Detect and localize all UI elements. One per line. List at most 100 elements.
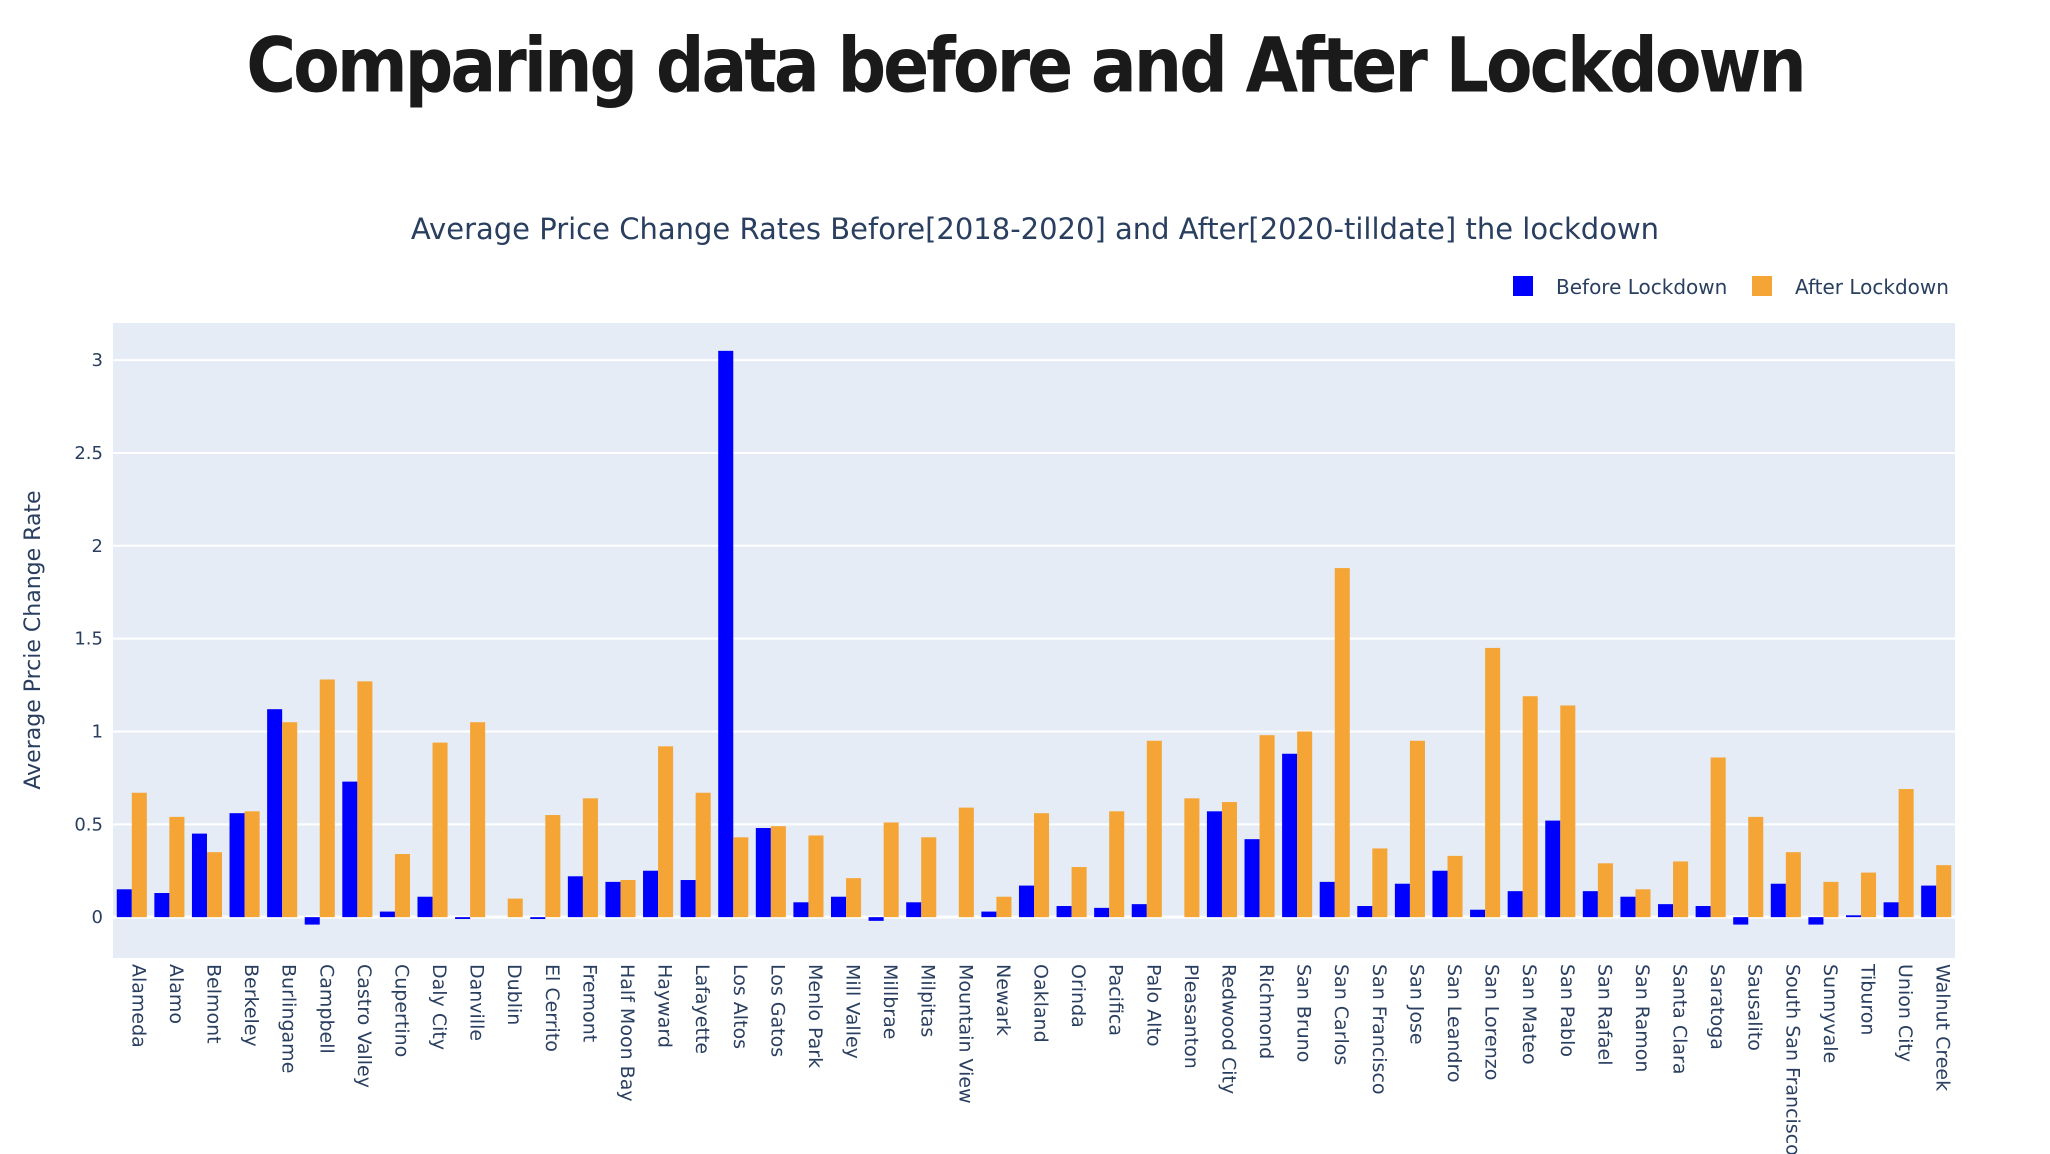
bar-after-lockdown [357,681,373,918]
x-tick-label: Walnut Creek [1932,964,1954,1091]
bar-before-lockdown [191,833,207,918]
legend-swatch [1513,276,1533,296]
bar-after-lockdown [846,878,862,918]
bar-before-lockdown [1319,881,1335,918]
x-tick-label: Orinda [1067,964,1089,1028]
bar-after-lockdown [1823,881,1839,918]
bar-after-lockdown [206,852,223,918]
bar-after-lockdown [1409,740,1425,918]
bar-after-lockdown [1184,798,1200,918]
x-tick-label: San Francisco [1368,964,1390,1095]
x-tick-label: Tiburon [1857,963,1879,1035]
bar-after-lockdown [1071,867,1087,918]
bar-before-lockdown [1582,891,1598,918]
bar-after-lockdown [319,679,335,918]
bar-before-lockdown [455,917,471,920]
bar-before-lockdown [1244,839,1260,918]
x-tick-label: Palo Alto [1142,964,1164,1047]
bar-before-lockdown [868,917,884,921]
chart-title: Average Price Change Rates Before[2018-2… [411,212,1659,246]
bar-before-lockdown [643,870,659,918]
bar-before-lockdown [1658,904,1674,918]
x-tick-label: Half Moon Bay [616,964,638,1102]
bar-after-lockdown [1597,863,1613,918]
x-tick-label: Menlo Park [804,964,826,1068]
x-tick-label: Fremont [578,964,600,1042]
bar-after-lockdown [883,822,899,918]
bar-after-lockdown [1785,852,1801,918]
x-tick-label: Santa Clara [1669,964,1691,1075]
y-tick-label: 0.5 [74,814,103,835]
x-tick-label: Newark [992,964,1014,1036]
bar-before-lockdown [1357,906,1373,918]
bar-before-lockdown [304,917,320,925]
bar-before-lockdown [718,350,734,918]
bar-after-lockdown [1485,647,1501,918]
bar-after-lockdown [1372,848,1388,918]
bars [116,350,1952,925]
bar-after-lockdown [808,835,824,918]
bar-before-lockdown [1808,917,1824,925]
bar-before-lockdown [1206,811,1222,918]
bar-after-lockdown [770,826,786,918]
bar-before-lockdown [342,781,358,918]
bar-after-lockdown [545,815,561,918]
bar-after-lockdown [1146,740,1162,918]
x-tick-label: South San Francisco [1781,964,1803,1154]
bar-before-lockdown [417,896,433,918]
bar-after-lockdown [620,880,636,918]
x-tick-label: Pacifica [1105,964,1127,1036]
bar-after-lockdown [432,742,448,918]
bar-before-lockdown [379,911,395,918]
bar-after-lockdown [1221,802,1237,918]
x-tick-label: Cupertino [390,964,412,1057]
y-tick-label: 1 [92,721,103,742]
x-tick-label: San Leandro [1443,964,1465,1083]
bar-after-lockdown [394,854,410,918]
bar-before-lockdown [116,889,132,918]
x-tick-label: Campbell [315,964,337,1054]
bar-before-lockdown [1282,753,1298,918]
x-tick-label: San Carlos [1330,964,1352,1065]
x-tick-label: Dublin [503,964,525,1025]
bar-before-lockdown [267,709,283,918]
bar-after-lockdown [1861,872,1877,918]
bar-after-lockdown [1635,889,1651,918]
x-tick-label: Belmont [202,964,224,1044]
y-tick-label: 1.5 [74,629,103,650]
x-tick-label: San Rafael [1593,964,1615,1066]
bar-before-lockdown [831,896,847,918]
x-tick-label: Richmond [1255,964,1277,1059]
bar-before-lockdown [605,881,621,918]
x-tick-label: Mill Valley [842,964,864,1059]
x-tick-label: Oakland [1030,964,1052,1043]
bar-after-lockdown [1447,855,1463,918]
bar-before-lockdown [1733,917,1749,925]
x-tick-label: San Bruno [1293,964,1315,1062]
bar-before-lockdown [1695,906,1711,918]
chart-legend: Before Lockdown After Lockdown [1513,275,1949,299]
x-tick-label: Saratoga [1706,964,1728,1050]
bar-before-lockdown [1921,885,1937,918]
x-tick-label: San Mateo [1518,964,1540,1065]
x-tick-label: Lafayette [691,964,713,1054]
bar-after-lockdown [244,811,260,918]
x-tick-label: Daly City [428,964,450,1050]
page-heading: Comparing data before and After Lockdown [246,22,1807,111]
bar-after-lockdown [1560,705,1576,918]
bar-after-lockdown [470,722,486,918]
bar-after-lockdown [1748,816,1764,918]
legend-label: After Lockdown [1795,275,1949,299]
bar-before-lockdown [1883,902,1899,918]
x-tick-label: Los Altos [729,964,751,1049]
x-tick-label: Danville [466,964,488,1041]
x-tick-label: San Jose [1405,964,1427,1045]
bar-before-lockdown [1507,891,1523,918]
y-tick-label: 3 [92,350,103,371]
bar-before-lockdown [906,902,922,918]
x-tick-label: Mountain View [954,964,976,1104]
bar-after-lockdown [1673,861,1689,918]
x-tick-label: Sausalito [1744,964,1766,1051]
bar-before-lockdown [1770,883,1786,918]
